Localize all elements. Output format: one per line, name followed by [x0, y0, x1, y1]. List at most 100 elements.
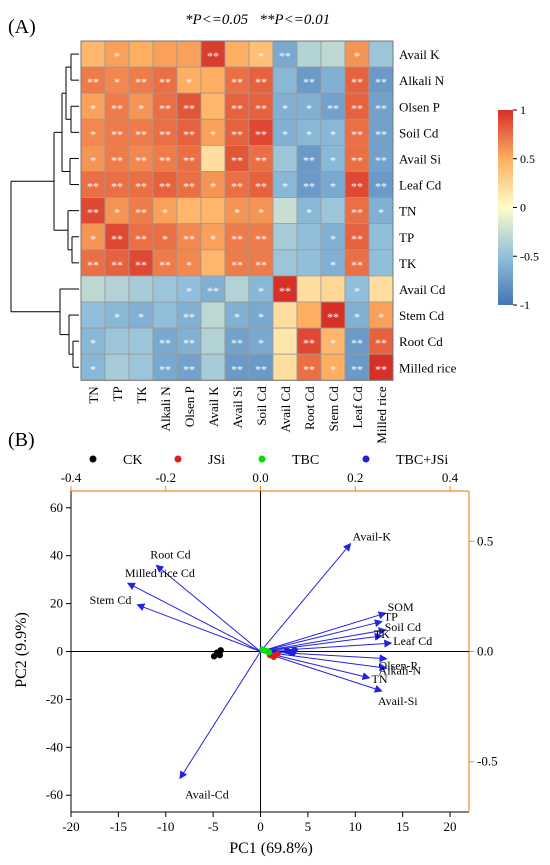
row-label: Stem Cd: [399, 308, 445, 323]
x-tick-label: -20: [62, 819, 79, 834]
loading-vector-label: Alkali-N: [379, 663, 422, 677]
significance-star: **: [231, 153, 243, 167]
heatmap-cell: [296, 40, 322, 68]
heatmap-cell: [272, 327, 298, 355]
row-label: TK: [399, 256, 417, 271]
significance-star: **: [375, 101, 387, 115]
heatmap-cell: [104, 327, 130, 355]
heatmap-cell: [104, 249, 130, 277]
significance-star: *: [330, 258, 336, 272]
significance-star: **: [375, 75, 387, 89]
legend-label: TBC: [292, 453, 319, 468]
heatmap-cell: [320, 249, 346, 277]
significance-star: *: [258, 310, 264, 324]
significance-star: **: [135, 258, 147, 272]
heatmap-cell: [176, 40, 202, 68]
top-tick-label: -0.4: [61, 470, 82, 485]
significance-star: **: [231, 180, 243, 194]
significance-star: *: [258, 284, 264, 298]
loading-vector: [260, 651, 388, 663]
significance-star: **: [159, 258, 171, 272]
significance-star: **: [255, 258, 267, 272]
heatmap-cell: [176, 223, 202, 251]
heatmap-cell: [128, 144, 154, 172]
heatmap-cell: [368, 249, 394, 277]
heatmap-column-labels: TN TP TK Alkali N Olsen P Avail K Avail Si Soil…: [86, 386, 389, 444]
significance-star: **: [159, 75, 171, 89]
significance-star: **: [183, 101, 195, 115]
column-label: TP: [110, 386, 125, 401]
pca-x-axis-label: PC1 (69.8%): [229, 840, 313, 857]
heatmap-cell: [176, 249, 202, 277]
top-tick-label: -0.2: [155, 470, 176, 485]
significance-star: **: [255, 75, 267, 89]
row-label: Avail Si: [399, 151, 441, 166]
heatmap-cell: [104, 40, 130, 68]
legend-marker: [89, 455, 97, 463]
significance-star: **: [351, 232, 363, 246]
significance-star: **: [111, 180, 123, 194]
significance-star: **: [183, 336, 195, 350]
loading-vector: [260, 542, 352, 652]
row-label: Avail K: [399, 47, 440, 62]
heatmap-cell: [368, 92, 394, 120]
significance-star: **: [87, 75, 99, 89]
heatmap-cell: [104, 275, 130, 303]
colorbar-gradient: [498, 110, 513, 305]
significance-star: **: [351, 101, 363, 115]
heatmap-cell: [176, 144, 202, 172]
heatmap-cell: [104, 353, 130, 381]
column-label: Olsen P: [182, 386, 197, 427]
column-label: Root Cd: [302, 386, 317, 430]
right-tick-label: 0.5: [477, 533, 493, 548]
significance-star: *: [138, 101, 144, 115]
significance-star: *: [114, 310, 120, 324]
x-tick-label: 5: [305, 819, 312, 834]
heatmap-cell: [248, 327, 274, 355]
significance-star: **: [255, 101, 267, 115]
significance-star: **: [87, 258, 99, 272]
row-label: Avail Cd: [399, 282, 446, 297]
significance-star: *: [330, 127, 336, 141]
heatmap-cell: [224, 275, 250, 303]
x-tick-label: 20: [444, 819, 457, 834]
significance-star: **: [255, 127, 267, 141]
significance-star: *: [306, 127, 312, 141]
significance-star: **: [351, 362, 363, 376]
loading-vector-label: TP: [384, 610, 398, 624]
significance-star: *: [378, 206, 384, 220]
heatmap-cell: [272, 223, 298, 251]
significance-star: *: [114, 75, 120, 89]
heatmap-cell: [296, 275, 322, 303]
heatmap-cell: [344, 223, 370, 251]
row-label: Root Cd: [399, 334, 443, 349]
significance-star: *: [282, 180, 288, 194]
significance-star: **: [351, 153, 363, 167]
significance-star: *: [138, 310, 144, 324]
heatmap-cell: [176, 301, 202, 329]
heatmap-cell: [128, 275, 154, 303]
y-tick-label: -20: [46, 691, 63, 706]
significance-note: *P<=0.05 **P<=0.01: [185, 12, 330, 28]
heatmap-cell: [248, 353, 274, 381]
heatmap: * ** * ** *** * ** ** * ** ** ** ** *** ** * ** ** ** ** * * *…: [80, 40, 394, 381]
heatmap-cell: [128, 301, 154, 329]
row-label: Olsen P: [399, 99, 440, 114]
legend-label: JSi: [208, 453, 225, 468]
row-label: TN: [399, 204, 417, 219]
colorbar: 1 0.5 0 -0.5 -1: [498, 103, 539, 312]
score-point: [274, 650, 281, 658]
significance-star: **: [207, 49, 219, 63]
heatmap-cell: [344, 144, 370, 172]
significance-star: **: [375, 127, 387, 141]
colorbar-tick-label: -1: [520, 298, 530, 312]
heatmap-cell: [152, 327, 178, 355]
significance-star: *: [330, 180, 336, 194]
significance-star: *: [162, 206, 168, 220]
significance-star: **: [207, 284, 219, 298]
significance-star: *: [354, 310, 360, 324]
significance-star: *: [90, 127, 96, 141]
heatmap-cell: [272, 92, 298, 120]
significance-star: *: [90, 362, 96, 376]
loading-vector-label: TK: [374, 627, 390, 641]
